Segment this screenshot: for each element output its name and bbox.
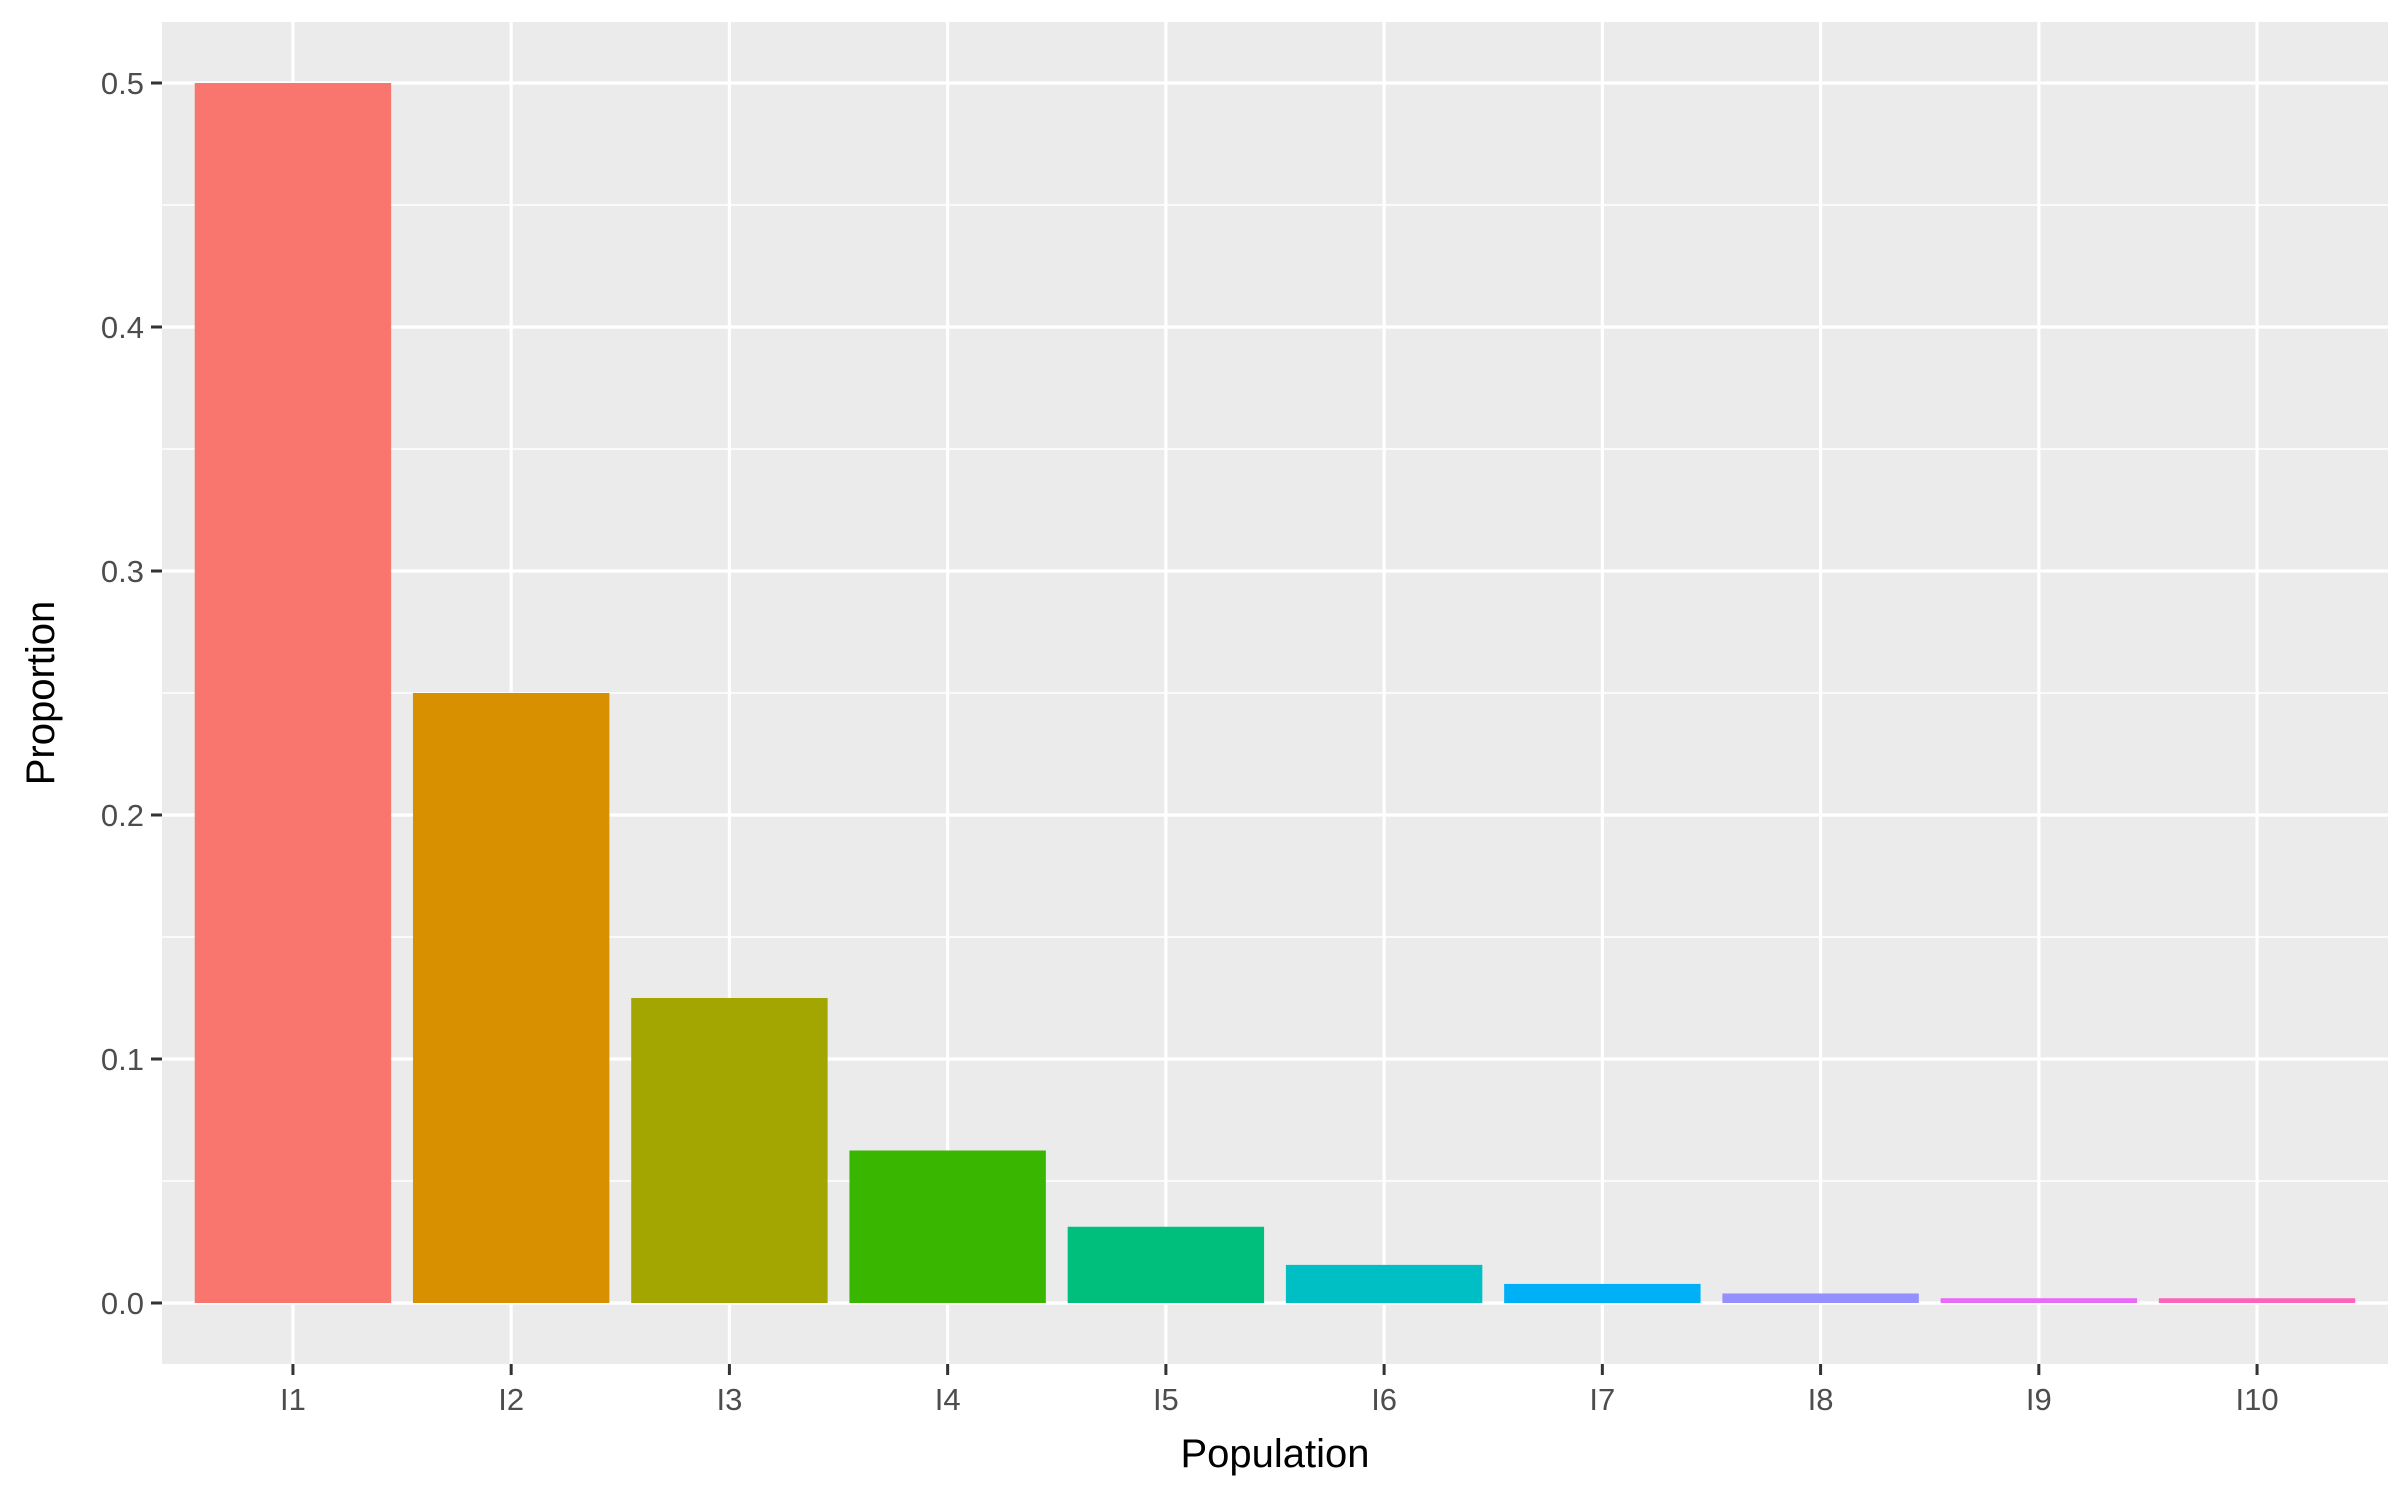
x-tick-label: I5: [1153, 1382, 1179, 1417]
x-axis-title: Population: [1180, 1432, 1369, 1476]
bar-i10: [2158, 1298, 2356, 1303]
x-tick-label: I6: [1371, 1382, 1397, 1417]
bar-i8: [1722, 1293, 1919, 1303]
bar-i6: [1285, 1264, 1483, 1303]
bar-i9: [1940, 1298, 2138, 1303]
y-axis-title: Proportion: [19, 601, 63, 786]
y-tick-label: 0.5: [101, 66, 144, 101]
bar-i5: [1067, 1226, 1265, 1303]
y-tick-label: 0.2: [101, 798, 144, 833]
x-axis: I1 I2 I3 I4 I5 I6 I7 I8 I9 I10: [280, 1364, 2279, 1417]
x-tick-label: I10: [2236, 1382, 2279, 1417]
bars: [194, 83, 2356, 1303]
y-tick-label: 0.1: [101, 1042, 144, 1077]
x-tick-label: I2: [498, 1382, 524, 1417]
bar-i3: [631, 998, 828, 1303]
bar-i2: [412, 693, 610, 1303]
y-tick-label: 0.0: [101, 1286, 144, 1321]
y-tick-label: 0.4: [101, 310, 144, 345]
y-tick-label: 0.3: [101, 554, 144, 589]
bar-i7: [1504, 1283, 1701, 1303]
x-tick-label: I3: [716, 1382, 742, 1417]
x-tick-label: I1: [280, 1382, 306, 1417]
y-axis: 0.0 0.1 0.2 0.3 0.4 0.5: [101, 66, 162, 1321]
bar-i4: [849, 1150, 1046, 1303]
x-tick-label: I4: [935, 1382, 961, 1417]
bar-i1: [194, 83, 392, 1303]
x-tick-label: I9: [2026, 1382, 2052, 1417]
x-tick-label: I8: [1808, 1382, 1834, 1417]
x-tick-label: I7: [1589, 1382, 1615, 1417]
